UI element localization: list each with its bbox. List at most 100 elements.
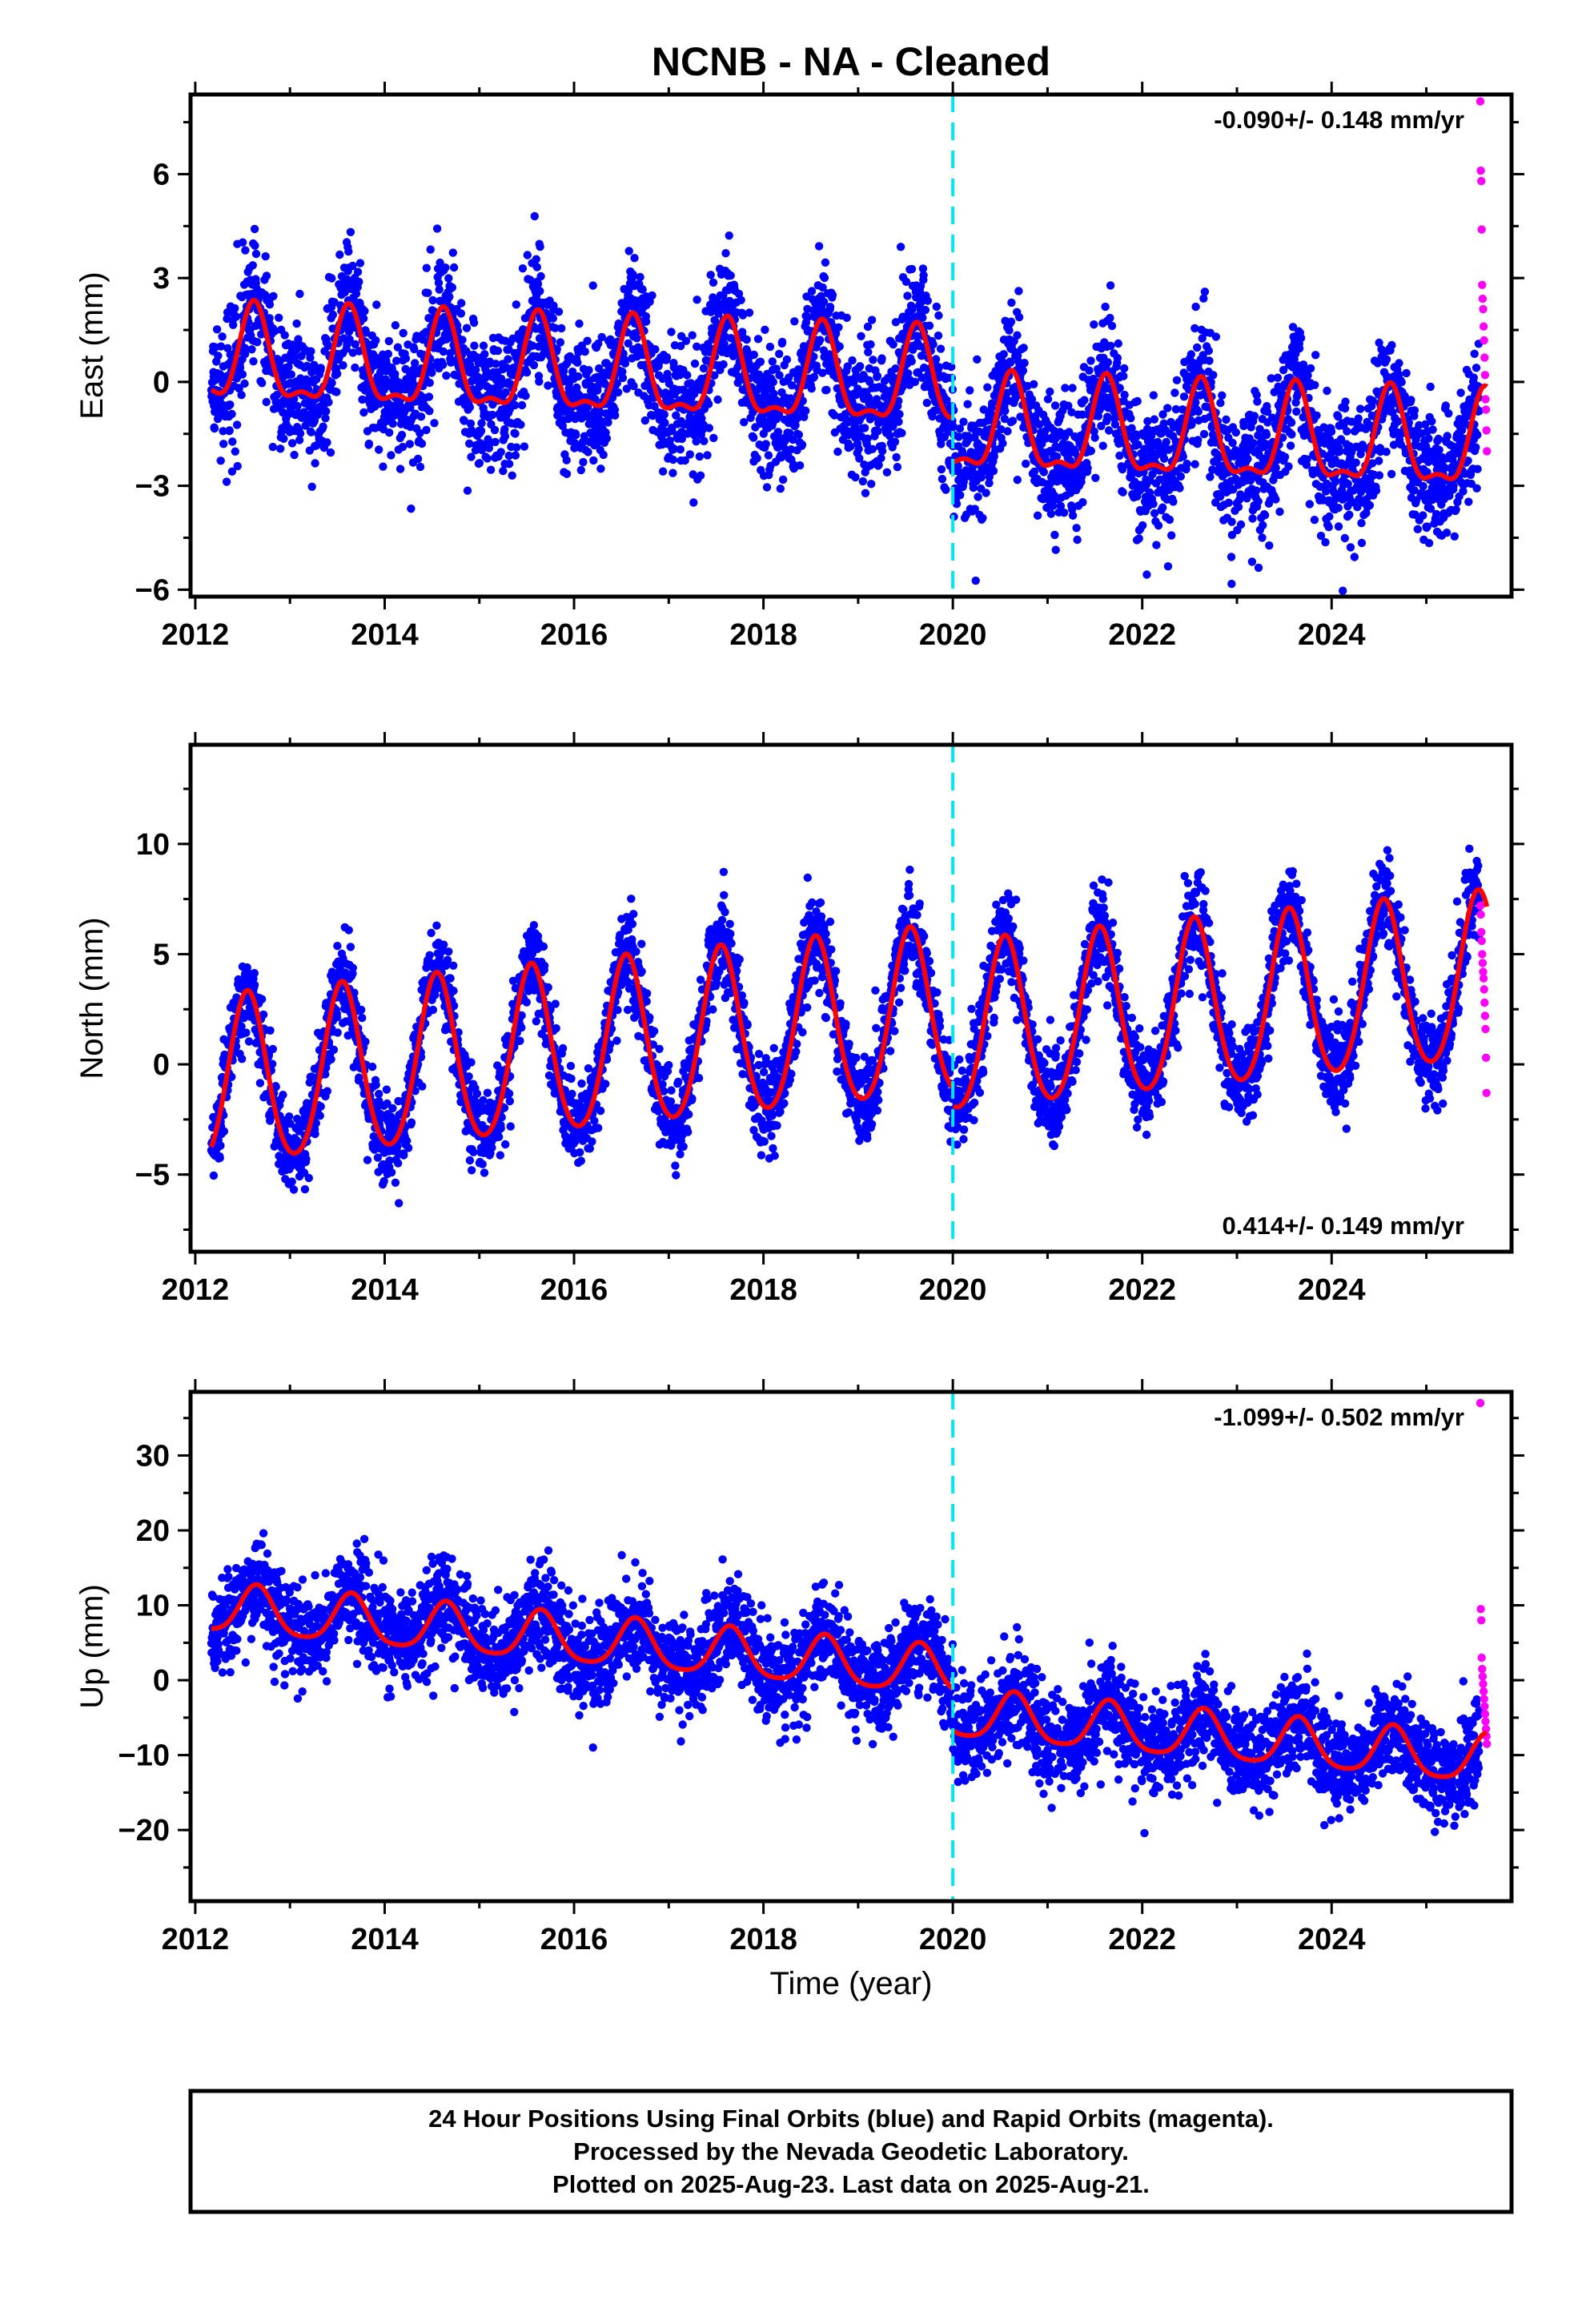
final-orbit-point	[936, 344, 946, 353]
final-orbit-point	[250, 980, 259, 990]
final-orbit-point	[1228, 438, 1237, 448]
final-orbit-point	[801, 406, 810, 416]
final-orbit-point	[966, 386, 974, 395]
final-orbit-point	[231, 447, 239, 456]
final-orbit-point	[1162, 437, 1170, 447]
final-orbit-point	[535, 377, 544, 386]
final-orbit-point	[1142, 570, 1151, 579]
final-orbit-point	[424, 288, 432, 297]
final-orbit-point	[231, 312, 241, 321]
final-orbit-point	[922, 398, 932, 408]
east-panel: 2012 2014 2016 2018 2020 2022 2024−6−3036East …	[74, 82, 1524, 652]
final-orbit-point	[248, 261, 257, 270]
final-orbit-point	[638, 285, 647, 294]
final-orbit-point	[882, 468, 892, 476]
final-orbit-point	[292, 319, 301, 328]
final-orbit-point	[989, 466, 998, 476]
final-orbit-point	[589, 456, 598, 465]
final-orbit-point	[842, 313, 851, 322]
final-orbit-point	[1106, 313, 1114, 323]
final-orbit-point	[548, 314, 557, 323]
final-orbit-point	[387, 451, 396, 460]
final-orbit-point	[688, 331, 697, 340]
final-orbit-point	[775, 349, 784, 359]
final-orbit-point	[1163, 404, 1172, 412]
final-orbit-point	[908, 305, 917, 314]
final-orbit-point	[890, 437, 900, 446]
final-orbit-point	[690, 359, 700, 368]
final-orbit-point	[1382, 355, 1391, 364]
final-orbit-point	[250, 969, 259, 978]
final-orbit-point	[557, 324, 566, 333]
final-orbit-point	[681, 336, 691, 345]
final-orbit-point	[745, 308, 754, 317]
final-orbit-point	[361, 328, 371, 337]
final-orbit-point	[1444, 409, 1453, 418]
final-orbit-point	[1170, 388, 1179, 397]
final-orbit-point	[379, 462, 387, 471]
final-orbit-point	[1472, 364, 1481, 372]
rapid-orbit-point	[1483, 447, 1492, 456]
final-orbit-point	[1186, 350, 1196, 359]
final-orbit-point	[1113, 353, 1122, 363]
final-orbit-point	[1199, 429, 1209, 439]
final-orbit-point	[753, 335, 763, 344]
final-orbit-point	[1472, 443, 1480, 452]
final-orbit-point	[892, 452, 901, 462]
final-orbit-point	[719, 360, 728, 369]
final-orbit-point	[574, 348, 583, 357]
final-orbit-point	[536, 287, 544, 296]
final-orbit-point	[709, 278, 718, 287]
final-orbit-point	[1013, 476, 1022, 485]
final-orbit-point	[1424, 434, 1433, 443]
final-orbit-point	[1260, 511, 1270, 520]
final-orbit-point	[1218, 391, 1227, 400]
final-orbit-point	[929, 340, 938, 349]
final-orbit-point	[222, 477, 231, 486]
final-orbit-point	[238, 370, 247, 379]
final-orbit-point	[633, 343, 643, 352]
final-orbit-point	[416, 462, 425, 472]
final-orbit-point	[265, 314, 274, 323]
final-orbit-point	[209, 1171, 219, 1180]
final-orbit-point	[239, 238, 247, 247]
final-orbit-point	[257, 330, 266, 339]
final-orbit-point	[1090, 433, 1099, 442]
final-orbit-point	[699, 364, 709, 373]
final-orbit-point	[1402, 368, 1411, 378]
final-orbit-point	[289, 1185, 299, 1194]
final-orbit-point	[1287, 418, 1296, 427]
final-orbit-point	[428, 296, 437, 305]
final-orbit-point	[1022, 459, 1030, 468]
final-orbit-point	[516, 420, 525, 429]
final-orbit-point	[584, 448, 592, 456]
final-orbit-point	[244, 1037, 254, 1046]
final-orbit-point	[310, 360, 319, 369]
x-tick-label: 2020	[919, 618, 987, 652]
final-orbit-point	[249, 357, 258, 366]
final-orbit-point	[375, 445, 383, 454]
final-orbit-point	[449, 263, 459, 272]
final-orbit-point	[618, 368, 627, 376]
final-orbit-point	[241, 246, 250, 255]
final-orbit-point	[232, 420, 242, 429]
final-orbit-point	[1251, 486, 1261, 495]
final-orbit-point	[304, 1173, 313, 1183]
final-orbit-point	[216, 342, 226, 351]
final-orbit-point	[295, 429, 305, 438]
final-orbit-point	[444, 274, 453, 283]
final-orbit-point	[321, 414, 330, 423]
final-orbit-point	[297, 352, 306, 360]
final-orbit-point	[1118, 488, 1127, 497]
final-orbit-point	[231, 304, 239, 313]
final-orbit-point	[457, 299, 466, 308]
final-orbit-point	[225, 426, 234, 435]
final-orbit-point	[721, 249, 730, 258]
final-orbit-point	[602, 434, 612, 443]
final-orbit-point	[1253, 397, 1262, 406]
final-orbit-point	[280, 331, 289, 340]
final-orbit-point	[593, 438, 603, 447]
final-orbit-point	[1107, 321, 1117, 331]
final-orbit-point	[258, 995, 267, 1003]
